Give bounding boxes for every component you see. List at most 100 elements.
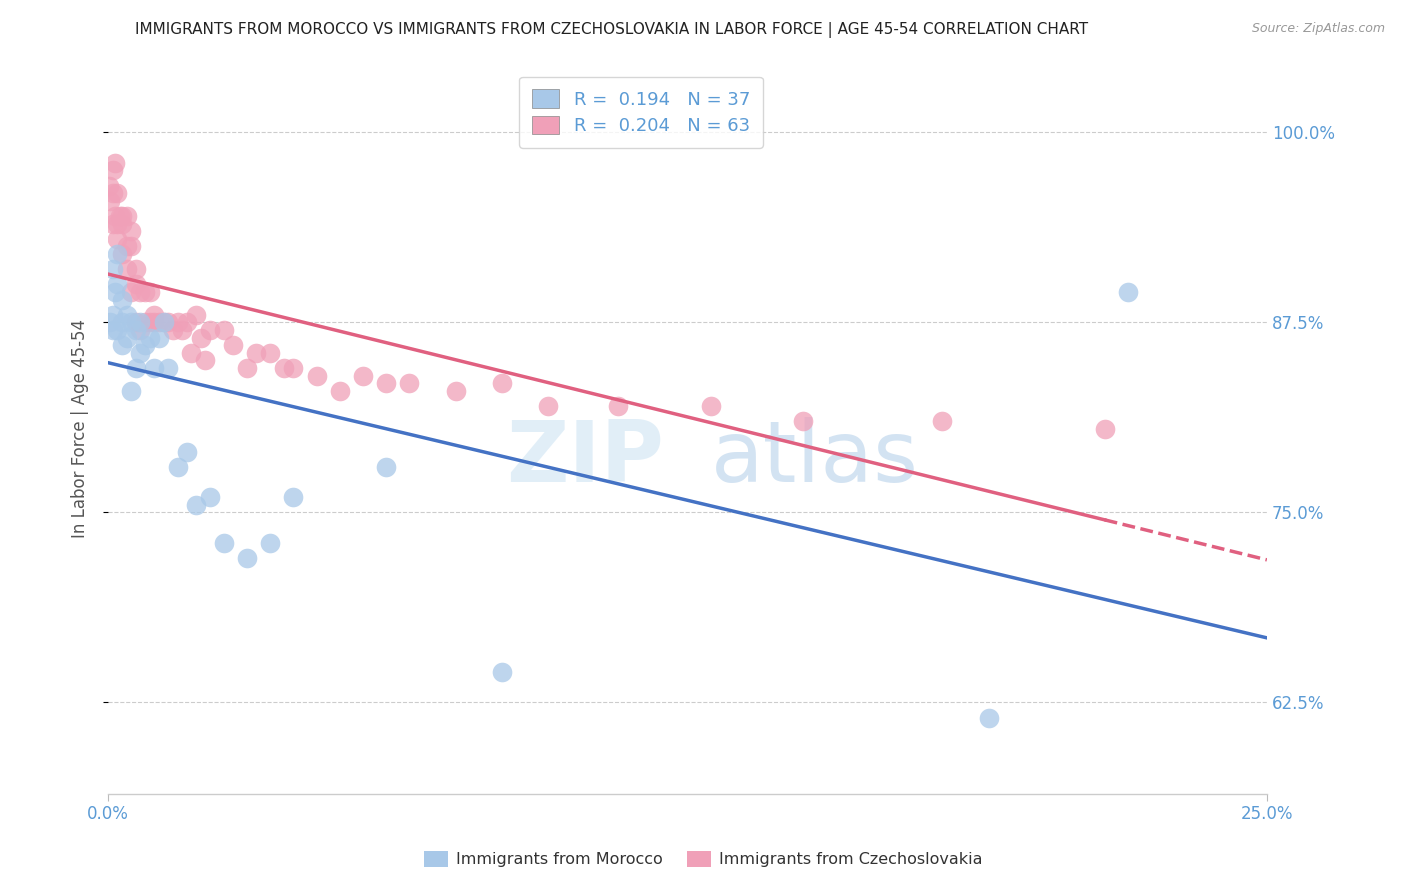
Point [98,194,121,208]
Point [176,444,198,458]
Point [115,209,138,223]
Point [115,331,138,345]
Point [184,308,207,322]
Point [259,536,281,550]
Point [172,323,194,337]
Point [1094,422,1116,436]
Point [222,338,245,352]
Point [105,232,128,246]
Point [236,361,259,376]
Point [111,338,134,352]
Point [143,308,166,322]
Point [259,346,281,360]
Point [98,178,121,193]
Point [105,186,128,201]
Point [115,308,138,322]
Point [157,316,180,330]
Point [352,368,374,383]
Point [157,361,180,376]
Y-axis label: In Labor Force | Age 45-54: In Labor Force | Age 45-54 [72,319,89,539]
Point [236,551,259,566]
Point [444,384,467,398]
Point [245,346,267,360]
Point [115,262,138,277]
Point [120,239,142,253]
Point [105,277,128,292]
Point [120,316,142,330]
Point [148,316,170,330]
Point [111,217,134,231]
Legend: R =  0.194   N = 37, R =  0.204   N = 63: R = 0.194 N = 37, R = 0.204 N = 63 [519,77,762,148]
Point [273,361,295,376]
Point [283,361,305,376]
Point [98,316,121,330]
Point [198,490,221,504]
Point [491,665,513,679]
Point [176,316,198,330]
Point [212,323,235,337]
Point [125,361,148,376]
Point [152,316,174,330]
Point [129,323,152,337]
Point [120,224,142,238]
Point [111,316,134,330]
Point [125,316,148,330]
Point [111,209,134,223]
Point [101,262,124,277]
Point [180,346,202,360]
Text: ZIP: ZIP [506,417,664,500]
Point [108,209,131,223]
Point [101,163,124,178]
Point [134,316,156,330]
Point [699,399,721,413]
Point [329,384,352,398]
Point [194,353,217,368]
Point [977,711,1000,725]
Point [125,323,148,337]
Point [115,239,138,253]
Text: IMMIGRANTS FROM MOROCCO VS IMMIGRANTS FROM CZECHOSLOVAKIA IN LABOR FORCE | AGE 4: IMMIGRANTS FROM MOROCCO VS IMMIGRANTS FR… [135,22,1088,38]
Point [134,285,156,299]
Text: Source: ZipAtlas.com: Source: ZipAtlas.com [1251,22,1385,36]
Point [305,368,328,383]
Point [375,459,398,474]
Point [101,323,124,337]
Point [101,186,124,201]
Point [537,399,560,413]
Legend: Immigrants from Morocco, Immigrants from Czechoslovakia: Immigrants from Morocco, Immigrants from… [416,843,990,875]
Point [606,399,628,413]
Point [134,338,156,352]
Point [105,217,128,231]
Point [283,490,305,504]
Point [101,308,124,322]
Point [129,285,152,299]
Point [931,414,953,428]
Point [101,217,124,231]
Point [138,285,160,299]
Point [120,384,142,398]
Point [152,316,174,330]
Point [491,376,513,391]
Point [792,414,814,428]
Point [212,536,235,550]
Point [129,346,152,360]
Point [166,459,188,474]
Point [104,209,127,223]
Point [125,277,148,292]
Point [198,323,221,337]
Point [190,331,212,345]
Point [111,293,134,307]
Point [166,316,188,330]
Point [129,316,152,330]
Point [125,262,148,277]
Point [138,316,160,330]
Point [120,285,142,299]
Point [104,156,127,170]
Point [105,323,128,337]
Point [143,316,166,330]
Point [138,331,160,345]
Point [148,331,170,345]
Point [184,498,207,512]
Point [105,247,128,261]
Point [162,323,184,337]
